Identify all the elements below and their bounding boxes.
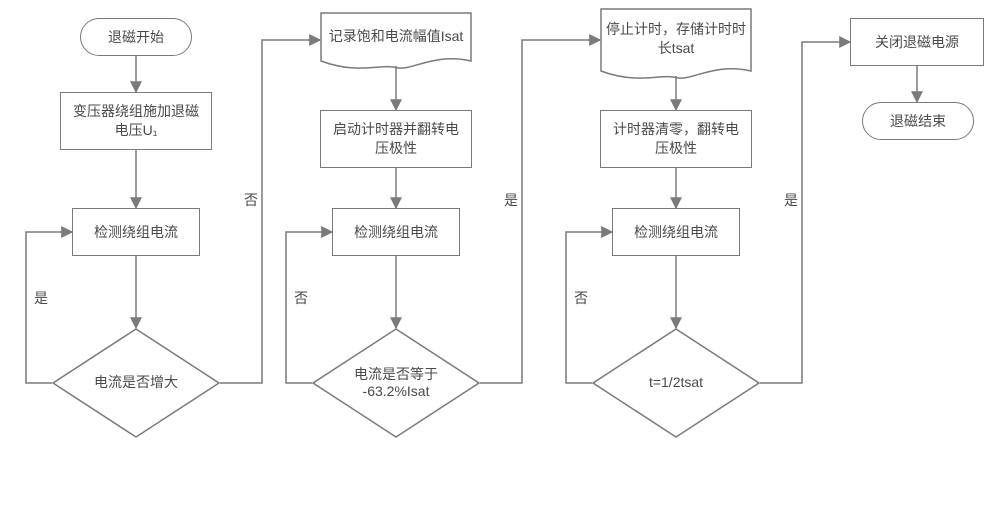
- node-p_u1: 变压器绕组施加退磁电压U₁: [60, 92, 212, 150]
- node-d_half: t=1/2tsat: [592, 328, 760, 438]
- edge: [760, 42, 850, 383]
- node-label: 检测绕组电流: [634, 223, 718, 242]
- edge-label: 是: [34, 288, 48, 308]
- node-label: 启动计时器并翻转电压极性: [327, 120, 465, 158]
- edge: [480, 40, 600, 383]
- node-start: 退磁开始: [80, 18, 192, 56]
- node-label: 电流是否等于 -63.2%Isat: [312, 328, 480, 438]
- node-label: t=1/2tsat: [592, 328, 760, 438]
- node-p_start_timer: 启动计时器并翻转电压极性: [320, 110, 472, 168]
- node-doc_isat: 记录饱和电流幅值Isat: [320, 12, 472, 70]
- edge-label: 否: [244, 190, 258, 210]
- node-label: 电流是否增大: [52, 328, 220, 438]
- node-label: 退磁开始: [108, 28, 164, 47]
- node-label: 检测绕组电流: [354, 223, 438, 242]
- node-label: 关闭退磁电源: [875, 33, 959, 52]
- edge-label: 是: [504, 190, 518, 210]
- node-label: 停止计时，存储计时时长tsat: [600, 8, 752, 70]
- node-p_close: 关闭退磁电源: [850, 18, 984, 66]
- edge-label: 是: [784, 190, 798, 210]
- node-doc_tsat: 停止计时，存储计时时长tsat: [600, 8, 752, 80]
- node-label: 退磁结束: [890, 112, 946, 131]
- edge: [220, 40, 320, 383]
- node-d_inc: 电流是否增大: [52, 328, 220, 438]
- node-label: 检测绕组电流: [94, 223, 178, 242]
- node-label: 记录饱和电流幅值Isat: [320, 12, 472, 60]
- edge-label: 否: [574, 288, 588, 308]
- node-label: 计时器清零，翻转电压极性: [607, 120, 745, 158]
- node-d_632: 电流是否等于 -63.2%Isat: [312, 328, 480, 438]
- node-label: 变压器绕组施加退磁电压U₁: [67, 102, 205, 140]
- node-p_detect_2: 检测绕组电流: [332, 208, 460, 256]
- edge-label: 否: [294, 288, 308, 308]
- node-p_detect_1: 检测绕组电流: [72, 208, 200, 256]
- node-p_detect_3: 检测绕组电流: [612, 208, 740, 256]
- node-p_reset: 计时器清零，翻转电压极性: [600, 110, 752, 168]
- node-end: 退磁结束: [862, 102, 974, 140]
